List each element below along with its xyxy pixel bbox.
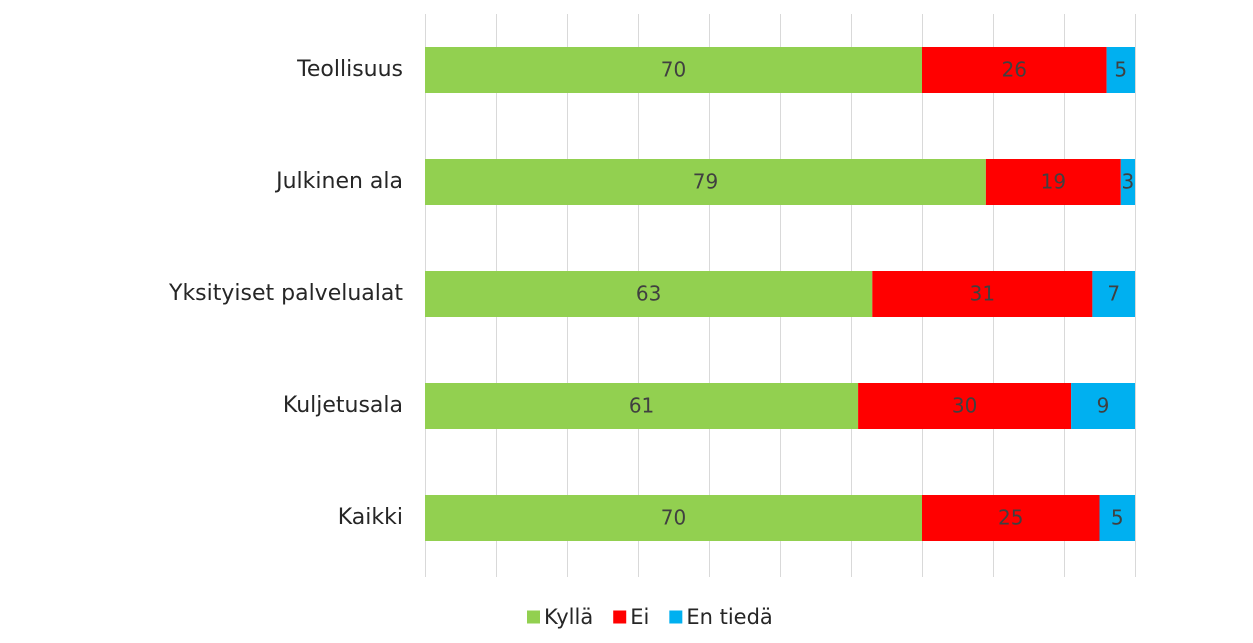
legend-label: En tiedä: [686, 605, 772, 629]
bar-segment: [425, 495, 922, 541]
bar-segment: [858, 383, 1072, 429]
data-label: 31: [970, 282, 995, 306]
bar-segment: [872, 271, 1093, 317]
bar-segment: [1071, 383, 1135, 429]
data-label: 30: [952, 394, 977, 418]
bar-segment: [425, 47, 922, 93]
bar-segment: [1092, 271, 1135, 317]
bar-segment: [922, 495, 1100, 541]
data-label: 63: [636, 282, 661, 306]
data-label: 79: [693, 170, 718, 194]
data-label: 70: [661, 506, 686, 530]
legend-label: Kyllä: [544, 605, 593, 629]
bar-segment: [425, 383, 859, 429]
data-label: 19: [1041, 170, 1066, 194]
data-label: 61: [629, 394, 654, 418]
bar-segment: [1099, 495, 1135, 541]
data-label: 5: [1111, 506, 1124, 530]
bar-segment: [425, 271, 873, 317]
category-label: Kuljetusala: [283, 393, 403, 418]
category-label: Julkinen ala: [274, 169, 403, 194]
category-axis-labels: Teollisuus Julkinen ala Yksityiset palvelu…: [168, 57, 403, 530]
data-label: 5: [1114, 58, 1127, 82]
data-label: 3: [1122, 170, 1135, 194]
category-label: Teollisuus: [296, 57, 403, 82]
bar-segment: [425, 159, 986, 205]
legend-swatch: [527, 610, 540, 624]
bar-segment: [985, 159, 1121, 205]
legend: Kyllä Ei En tiedä: [527, 605, 773, 629]
bar-segment: [922, 47, 1107, 93]
bar-segment: [1106, 47, 1135, 93]
bars: 70 26 5 79 19 3 63 31 7 61 30 9 70 25 5: [425, 47, 1135, 541]
category-label: Kaikki: [338, 505, 403, 530]
data-label: 26: [1002, 58, 1027, 82]
data-label: 70: [661, 58, 686, 82]
category-label: Yksityiset palvelualat: [168, 281, 403, 306]
bar-segment: [1120, 159, 1135, 205]
legend-swatch: [613, 610, 627, 624]
legend-swatch: [669, 610, 683, 624]
legend-label: Ei: [630, 605, 649, 629]
data-label: 9: [1097, 394, 1110, 418]
data-label: 7: [1107, 282, 1120, 306]
data-label: 25: [998, 506, 1023, 530]
